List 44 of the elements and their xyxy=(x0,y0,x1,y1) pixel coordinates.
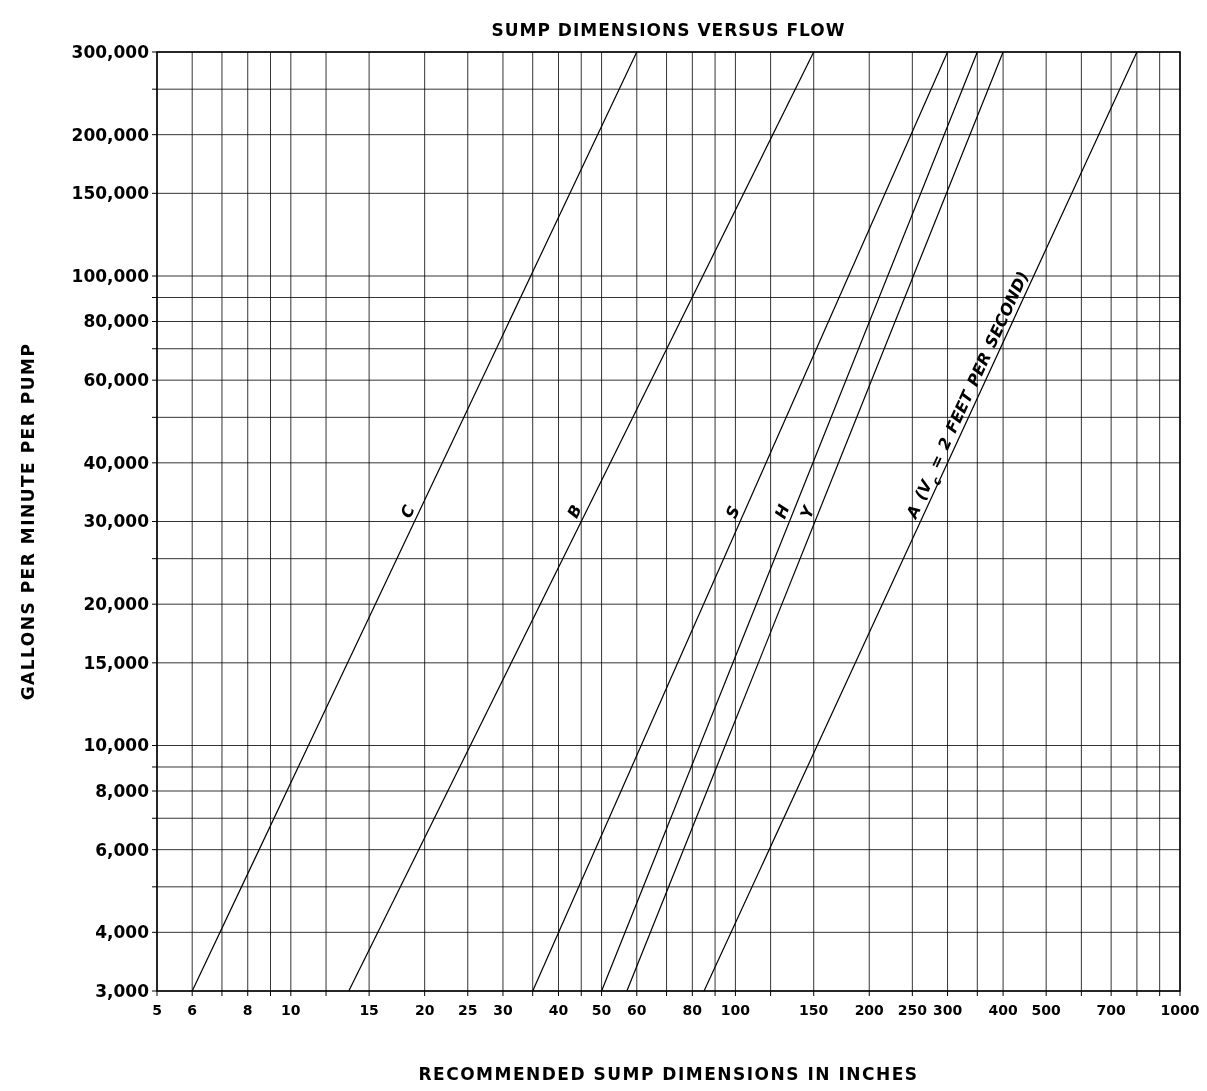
x-tick-label: 200 xyxy=(854,1002,885,1018)
x-tick-label: 8 xyxy=(242,1002,253,1018)
x-tick-label: 500 xyxy=(1031,1002,1062,1018)
x-tick-label: 400 xyxy=(988,1002,1018,1018)
x-tick-label: 1000 xyxy=(1160,1002,1200,1018)
y-axis-title: GALLONS PER MINUTE PER PUMP xyxy=(18,342,38,701)
x-tick-label: 6 xyxy=(187,1002,198,1018)
x-tick-label: 15 xyxy=(359,1002,379,1018)
x-tick-label: 5 xyxy=(152,1002,162,1018)
y-tick-label: 80,000 xyxy=(83,311,150,332)
x-axis-title: RECOMMENDED SUMP DIMENSIONS IN INCHES xyxy=(418,1064,919,1084)
y-tick-label: 30,000 xyxy=(83,511,150,532)
x-tick-label: 250 xyxy=(897,1002,928,1018)
x-tick-label: 50 xyxy=(591,1002,612,1018)
y-tick-label: 6,000 xyxy=(95,839,150,860)
y-tick-label: 100,000 xyxy=(71,265,150,286)
y-tick-label: 150,000 xyxy=(71,183,150,204)
x-tick-label: 30 xyxy=(493,1002,513,1018)
text: B xyxy=(563,501,586,522)
x-tick-label: 300 xyxy=(932,1002,963,1018)
text: C xyxy=(396,502,419,522)
text: H xyxy=(770,501,794,522)
y-tick-label: 4,000 xyxy=(95,922,150,943)
x-tick-label: 10 xyxy=(281,1002,301,1018)
x-tick-label: 80 xyxy=(682,1002,703,1018)
y-tick-label: 8,000 xyxy=(95,780,150,801)
x-tick-label: 40 xyxy=(548,1002,569,1018)
y-tick-label: 40,000 xyxy=(83,452,150,473)
x-tick-label: 150 xyxy=(799,1002,829,1018)
y-tick-label: 300,000 xyxy=(71,41,150,62)
x-tick-label: 25 xyxy=(458,1002,478,1018)
text: Y xyxy=(796,501,819,522)
text: S xyxy=(721,502,744,522)
x-tick-label: 60 xyxy=(627,1002,647,1018)
y-tick-label: 3,000 xyxy=(95,980,150,1001)
x-tick-label: 20 xyxy=(414,1002,435,1018)
y-tick-label: 15,000 xyxy=(83,652,150,673)
y-tick-label: 60,000 xyxy=(83,370,150,391)
y-tick-label: 10,000 xyxy=(83,735,150,756)
x-tick-label: 700 xyxy=(1096,1002,1126,1018)
y-tick-label: 20,000 xyxy=(83,594,150,615)
x-tick-label: 100 xyxy=(720,1002,751,1018)
y-tick-label: 200,000 xyxy=(71,124,150,145)
chart-title: SUMP DIMENSIONS VERSUS FLOW xyxy=(491,20,846,40)
